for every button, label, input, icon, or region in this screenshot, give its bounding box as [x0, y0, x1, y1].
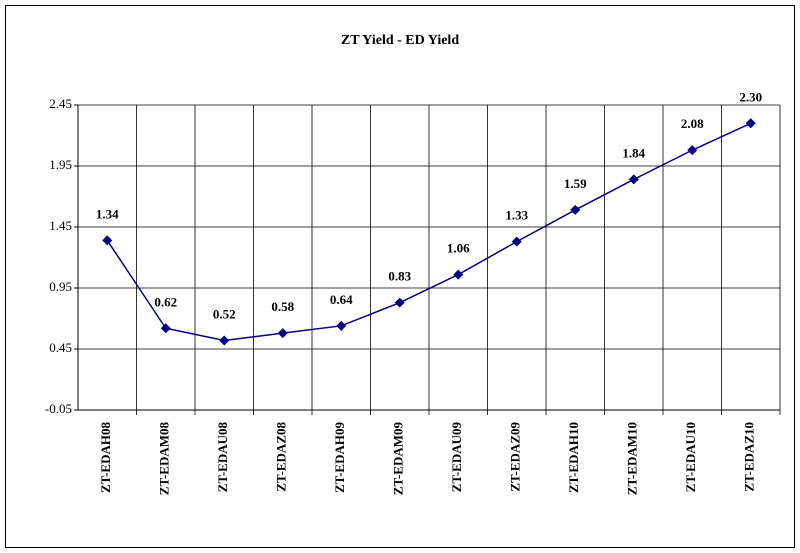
data-marker [102, 235, 113, 246]
data-label: 1.34 [96, 206, 119, 221]
x-tick-label: ZT-EDAZ09 [508, 422, 523, 492]
y-tick-label: 1.95 [49, 157, 72, 172]
data-marker [511, 236, 522, 247]
x-tick-label: ZT-EDAU08 [215, 422, 230, 493]
y-tick-label: 0.45 [49, 340, 72, 355]
data-label: 1.84 [622, 145, 645, 160]
x-tick-label: ZT-EDAZ08 [274, 422, 289, 492]
data-label: 1.33 [505, 208, 528, 223]
x-tick-label: ZT-EDAH09 [332, 422, 347, 494]
data-marker [745, 118, 756, 129]
x-tick-label: ZT-EDAU10 [683, 422, 698, 492]
data-marker [160, 323, 171, 334]
data-line [106, 122, 752, 342]
x-tick-label: ZT-EDAM09 [391, 422, 406, 496]
data-marker [336, 320, 347, 331]
data-label: 2.30 [739, 89, 762, 104]
x-tick-label: ZT-EDAU09 [449, 422, 464, 493]
data-marker [453, 269, 464, 280]
data-label: 0.52 [213, 306, 236, 321]
data-marker [394, 297, 405, 308]
x-tick-label: ZT-EDAH10 [566, 422, 581, 493]
data-label: 0.62 [154, 294, 177, 309]
data-label: 2.08 [681, 116, 704, 131]
data-label: 0.64 [330, 292, 353, 307]
data-marker [277, 328, 288, 339]
x-tick-label: ZT-EDAM10 [625, 422, 640, 495]
y-tick-label: -0.05 [45, 401, 72, 416]
x-tick-label: ZT-EDAH08 [98, 422, 113, 494]
data-label: 1.06 [447, 241, 470, 256]
x-tick-label: ZT-EDAM08 [157, 422, 172, 496]
data-label: 1.59 [564, 176, 587, 191]
data-marker [570, 204, 581, 215]
data-marker [687, 145, 698, 156]
data-label: 0.58 [271, 299, 294, 314]
y-tick-label: 1.45 [49, 218, 72, 233]
data-marker [628, 174, 639, 185]
y-tick-label: 0.95 [49, 279, 72, 294]
chart-title: ZT Yield - ED Yield [341, 33, 459, 48]
data-label: 0.83 [388, 269, 411, 284]
x-tick-label: ZT-EDAZ10 [742, 422, 757, 492]
data-marker [219, 335, 230, 346]
y-tick-label: 2.45 [49, 96, 72, 111]
